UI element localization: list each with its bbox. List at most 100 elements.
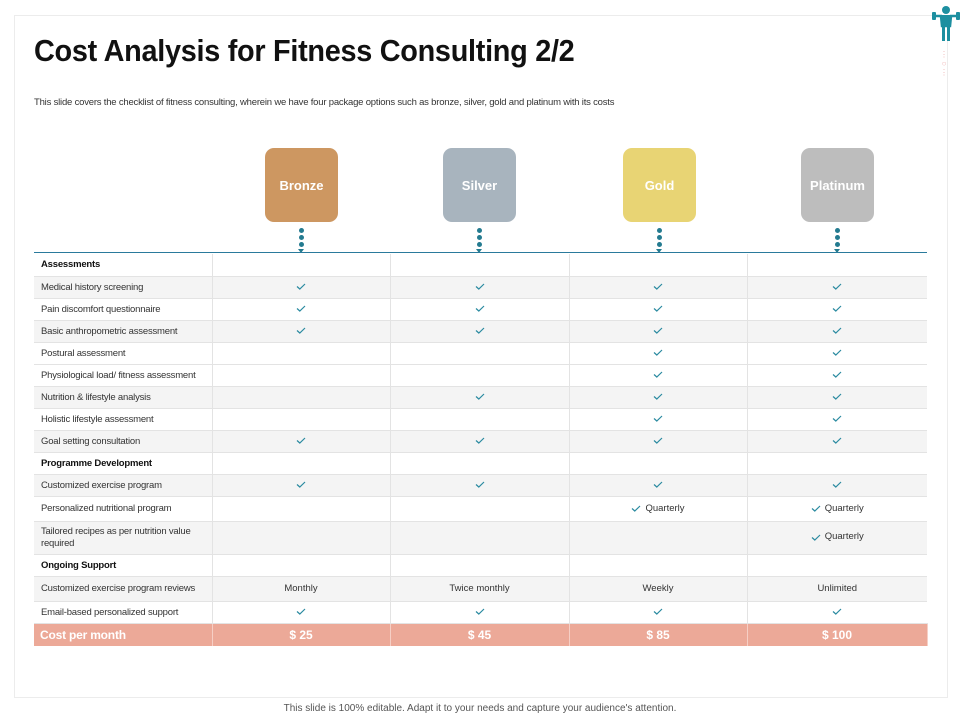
checkmark-icon [653,305,663,313]
table-row: Medical history screening [34,276,927,299]
package-platinum-box: Platinum [801,148,874,222]
cost-platinum: $ 100 [747,623,928,646]
cell-bronze [212,276,391,299]
side-decoration: ⋮ ○ ⋮ [940,50,948,77]
cell-gold [569,474,748,497]
cell-gold [569,298,748,321]
checkmark-icon [475,393,485,401]
checkmark-icon [653,437,663,445]
cell-silver [390,452,570,475]
checkmark-icon [475,327,485,335]
cell-platinum [747,601,927,624]
table-row: Personalized nutritional program Quarterl… [34,496,927,522]
cell-gold [569,254,748,277]
connector-dots-icon [656,228,662,253]
checkmark-icon [832,283,842,291]
comparison-table: Assessments Medical history screening Pain… [34,254,928,646]
checkmark-icon [832,608,842,616]
cell-platinum [747,430,927,453]
frequency-text: Twice monthly [449,583,510,594]
cost-gold: $ 85 [569,623,748,646]
frequency-text: Quarterly [824,531,864,543]
frequency-text: Quarterly [824,502,864,514]
cell-silver [390,254,570,277]
cost-bronze: $ 25 [212,623,391,646]
footer-note: This slide is 100% editable. Adapt it to… [283,703,677,714]
checkmark-icon [832,415,842,423]
package-silver-box: Silver [443,148,516,222]
checkmark-icon [475,283,485,291]
section-header-row: Assessments [34,254,927,277]
cell-silver [390,601,570,624]
cell-gold [569,601,748,624]
cell-bronze [212,452,391,475]
frequency-text: Quarterly [645,502,685,514]
checkmark-icon [832,437,842,445]
cell-platinum: Quarterly [747,521,927,555]
package-gold-box: Gold [623,148,696,222]
row-label: Goal setting consultation [34,430,213,453]
cell-platinum [747,386,927,409]
cell-bronze [212,254,391,277]
table-top-rule [34,252,927,253]
cell-bronze [212,521,391,555]
cell-silver [390,276,570,299]
row-label: Customized exercise program [34,474,213,497]
cell-bronze [212,601,391,624]
checkmark-icon [296,305,306,313]
frequency-text: Unlimited [817,583,858,594]
cell-bronze [212,554,391,577]
cell-bronze [212,474,391,497]
cell-bronze [212,496,391,522]
cost-label: Cost per month [34,623,213,646]
checkmark-icon [832,305,842,313]
connector-dots-icon [834,228,840,253]
row-label: Postural assessment [34,342,213,365]
connector-dots-icon [476,228,482,253]
cell-bronze [212,408,391,431]
checkmark-icon [832,327,842,335]
row-label: Nutrition & lifestyle analysis [34,386,213,409]
checkmark-icon [475,481,485,489]
row-label: Physiological load/ fitness assessment [34,364,213,387]
connector-dots-icon [298,228,304,253]
cell-platinum [747,320,927,343]
cell-platinum [747,408,927,431]
cell-gold: Quarterly [569,496,748,522]
checkmark-icon [296,327,306,335]
cell-silver [390,386,570,409]
cell-gold [569,452,748,475]
table-row: Customized exercise program reviews Month… [34,576,927,602]
section-header-row: Ongoing Support [34,554,927,577]
package-bronze-box: Bronze [265,148,338,222]
cell-silver [390,342,570,365]
checkmark-icon [296,437,306,445]
slide-frame [14,15,948,698]
cell-gold [569,320,748,343]
cell-platinum [747,364,927,387]
checkmark-icon [296,608,306,616]
fitness-person-icon [930,4,960,44]
table-row: Pain discomfort questionnaire [34,298,927,321]
row-label: Medical history screening [34,276,213,299]
page-title: Cost Analysis for Fitness Consulting 2/2 [34,33,575,68]
cell-platinum [747,452,927,475]
cell-platinum [747,342,927,365]
cell-silver [390,474,570,497]
row-label: Pain discomfort questionnaire [34,298,213,321]
table-row: Basic anthropometric assessment [34,320,927,343]
checkmark-icon [296,481,306,489]
cell-silver [390,521,570,555]
row-label: Personalized nutritional program [34,496,213,522]
cell-gold [569,554,748,577]
section-label: Programme Development [34,452,213,475]
checkmark-icon [653,371,663,379]
cell-silver [390,364,570,387]
checkmark-icon [653,481,663,489]
cost-row: Cost per month $ 25 $ 45 $ 85 $ 100 [34,623,928,646]
checkmark-icon [475,437,485,445]
checkmark-icon [475,608,485,616]
cell-bronze [212,386,391,409]
frequency-text: Monthly [284,583,318,594]
cell-platinum [747,276,927,299]
